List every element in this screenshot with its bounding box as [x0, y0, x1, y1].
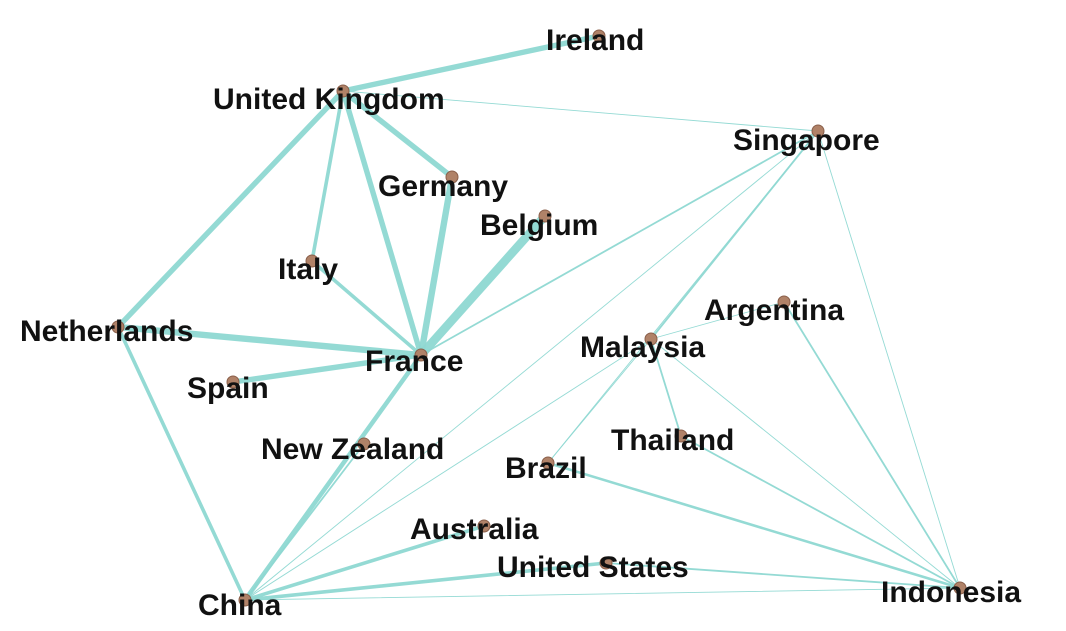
node-label-uk: United Kingdom [213, 83, 445, 116]
node-label-belgium: Belgium [480, 209, 598, 242]
edge-china-indonesia [244, 587, 961, 601]
edge-singapore-china [244, 130, 819, 601]
node-label-netherlands: Netherlands [20, 315, 193, 348]
edge-malaysia-brazil [547, 338, 652, 464]
edge-singapore-brazil [547, 130, 819, 464]
node-uk[interactable] [336, 84, 350, 98]
edge-uk-netherlands [115, 88, 346, 330]
edge-malaysia-argentina [650, 301, 785, 340]
node-label-thailand: Thailand [611, 424, 734, 457]
edge-germany-france [417, 173, 456, 359]
edge-unitedstates-china [243, 561, 608, 602]
node-label-unitedstates: United States [497, 551, 689, 584]
edge-uk-germany [340, 88, 455, 180]
node-label-spain: Spain [187, 372, 269, 405]
node-label-brazil: Brazil [505, 452, 587, 485]
node-australia[interactable] [477, 519, 491, 533]
edge-singapore-indonesia [817, 130, 961, 589]
edge-malaysia-indonesia [650, 338, 961, 589]
edge-malaysia-china [244, 338, 652, 601]
edges-layer [114, 33, 962, 603]
labels-layer: Ireland United Kingdom Singapore Germany Bel… [20, 24, 1021, 622]
node-malaysia[interactable] [644, 332, 658, 346]
edge-uk-france [340, 88, 424, 358]
edge-singapore-france [420, 130, 819, 356]
edge-belgium-france [416, 211, 550, 360]
node-spain[interactable] [226, 375, 240, 389]
edge-uk-ireland [340, 33, 602, 94]
edge-argentina-indonesia [783, 301, 961, 589]
node-italy[interactable] [305, 254, 319, 268]
edge-uk-italy [310, 89, 345, 263]
edge-netherlands-china [116, 325, 247, 602]
edge-france-china [242, 352, 424, 603]
node-label-france: France [365, 345, 463, 378]
node-label-indonesia: Indonesia [881, 576, 1021, 609]
nodes-layer [111, 29, 967, 607]
node-belgium[interactable] [538, 209, 552, 223]
node-france[interactable] [414, 348, 428, 362]
node-newzealand[interactable] [357, 437, 371, 451]
edge-uk-singapore [342, 90, 819, 132]
node-label-australia: Australia [410, 513, 539, 546]
node-singapore[interactable] [811, 124, 825, 138]
node-ireland[interactable] [592, 29, 606, 43]
node-thailand[interactable] [674, 429, 688, 443]
node-brazil[interactable] [541, 456, 555, 470]
node-label-singapore: Singapore [733, 124, 880, 157]
node-germany[interactable] [445, 170, 459, 184]
node-netherlands[interactable] [111, 320, 125, 334]
node-label-china: China [198, 589, 282, 622]
edge-italy-france [310, 259, 423, 357]
node-label-germany: Germany [378, 170, 508, 203]
edge-australia-china [243, 524, 486, 602]
edge-malaysia-thailand [650, 338, 682, 437]
node-label-ireland: Ireland [546, 24, 644, 57]
edge-thailand-indonesia [680, 435, 961, 589]
node-argentina[interactable] [777, 295, 791, 309]
node-indonesia[interactable] [953, 581, 967, 595]
edge-spain-france [230, 352, 424, 385]
edge-netherlands-france [114, 323, 425, 359]
edge-unitedstates-indonesia [605, 562, 961, 589]
edge-newzealand-china [244, 443, 365, 601]
node-label-newzealand: New Zealand [261, 433, 444, 466]
node-label-argentina: Argentina [704, 294, 844, 327]
edge-brazil-indonesia [546, 461, 962, 590]
node-unitedstates[interactable] [599, 556, 613, 570]
node-label-italy: Italy [278, 253, 338, 286]
node-china[interactable] [238, 593, 252, 607]
node-label-malaysia: Malaysia [580, 331, 705, 364]
